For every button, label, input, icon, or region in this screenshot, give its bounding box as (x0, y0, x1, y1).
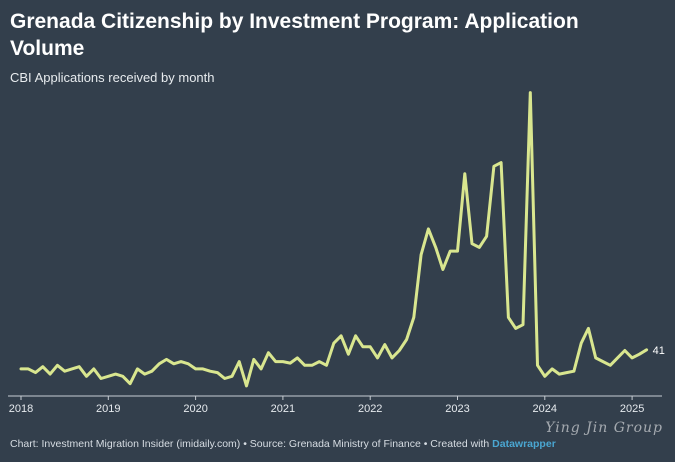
series-line-applications (19, 91, 649, 388)
x-tick-label: 2023 (445, 403, 469, 415)
plot-area: 2018 2019 2020 2021 2022 2023 2024 2025 41 (8, 91, 665, 415)
chart-subtitle: CBI Applications received by month (10, 70, 215, 85)
x-tick-label: 2022 (358, 403, 382, 415)
x-tick-label: 2025 (620, 403, 644, 415)
footer-credits: Chart: Investment Migration Insider (imi… (10, 438, 493, 450)
last-value-label: 41 (653, 345, 665, 357)
chart-title: Grenada Citizenship by Investment Progra… (10, 10, 579, 60)
chart-footer: Chart: Investment Migration Insider (imi… (10, 438, 556, 450)
x-tick-label: 2021 (271, 403, 295, 415)
watermark-logo: Ying Jin Group (545, 420, 663, 436)
x-tick-label: 2018 (9, 403, 33, 415)
x-tick-label: 2020 (183, 403, 207, 415)
x-tick-label: 2024 (533, 403, 557, 415)
footer-brand-link[interactable]: Datawrapper (492, 438, 556, 450)
x-tick-label: 2019 (96, 403, 120, 415)
